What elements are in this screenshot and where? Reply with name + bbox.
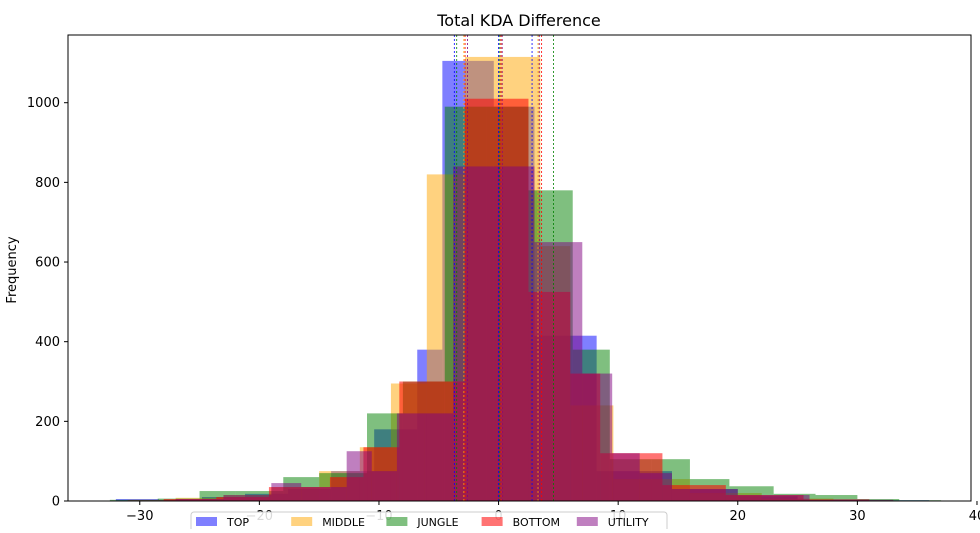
bar-utility-7 (396, 413, 425, 501)
legend-swatch (291, 517, 313, 526)
legend-item-middle: MIDDLE (291, 516, 365, 529)
bar-utility-12 (582, 373, 613, 501)
legend-swatch (386, 517, 408, 526)
y-tick-label: 200 (35, 415, 60, 430)
x-tick-label: 20 (730, 509, 747, 524)
bars-layer (109, 56, 942, 502)
y-axis: 0 200 400 600 800 1000 (27, 96, 68, 510)
legend-item-jungle: JUNGLE (386, 516, 459, 529)
bar-utility-9 (453, 166, 503, 501)
bar-utility-8 (424, 413, 454, 501)
legend-item-top: TOP (196, 516, 249, 529)
bar-utility-6 (371, 471, 397, 501)
x-tick-label: −30 (126, 509, 153, 524)
legend-swatch (481, 517, 503, 526)
y-tick-label: 0 (52, 495, 60, 510)
bar-utility-4 (301, 487, 347, 501)
x-tick-label: 40 (969, 509, 980, 524)
bar-utility-17 (809, 499, 894, 501)
bar-jungle-2 (199, 491, 236, 501)
bar-utility-11 (534, 242, 583, 502)
legend-item-utility: UTILITY (576, 516, 649, 529)
bar-utility-10 (502, 166, 535, 501)
bar-utility-15 (671, 489, 738, 501)
legend-label: BOTTOM (513, 516, 560, 529)
y-tick-label: 800 (35, 176, 60, 191)
y-axis-label: Frequency (5, 236, 20, 303)
bar-utility-16 (737, 495, 810, 501)
legend-swatch (576, 517, 598, 526)
legend-label: UTILITY (608, 516, 649, 529)
bar-jungle-17 (815, 495, 858, 501)
bar-utility-2 (223, 495, 272, 501)
legend: TOP MIDDLE JUNGLE BOTTOM UTILITY (190, 511, 668, 533)
legend-item-bottom: BOTTOM (481, 516, 560, 529)
legend-label: MIDDLE (322, 516, 365, 529)
legend-swatch (196, 517, 217, 526)
bar-utility-5 (346, 451, 372, 501)
reference-lines-layer (453, 35, 554, 501)
y-tick-label: 600 (35, 256, 60, 271)
chart-title: Total KDA Difference (436, 11, 601, 30)
bar-utility-3 (271, 483, 302, 501)
bar-utility-13 (612, 453, 640, 501)
bar-utility-1 (175, 499, 224, 501)
y-tick-label: 400 (35, 335, 60, 350)
legend-label: TOP (226, 516, 249, 529)
plot-frame (67, 34, 972, 502)
bar-utility-14 (639, 473, 672, 501)
y-tick-label: 1000 (27, 96, 60, 111)
series-utility (127, 166, 894, 502)
x-tick-label: 30 (849, 509, 866, 524)
legend-label: JUNGLE (416, 516, 458, 529)
